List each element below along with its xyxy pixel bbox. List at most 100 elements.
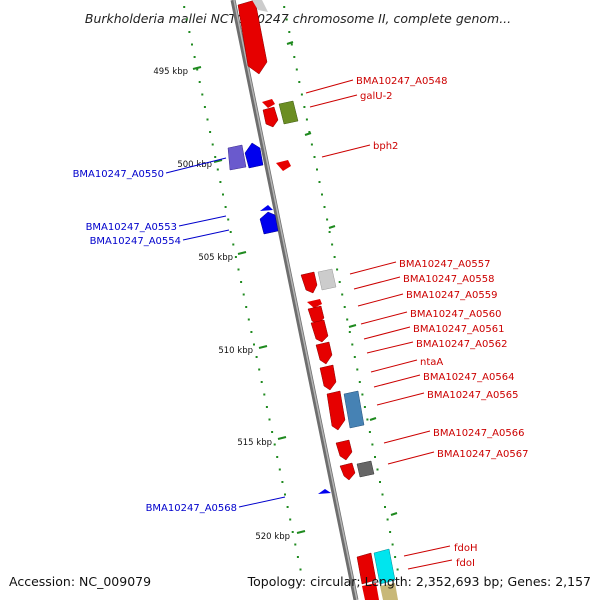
scale-dot xyxy=(237,268,240,271)
scale-dot xyxy=(381,493,384,496)
scale-tick-label: 510 kbp xyxy=(218,346,253,356)
gene-label[interactable]: BMA10247_A0566 xyxy=(433,428,524,439)
scale-dot xyxy=(242,293,245,296)
scale-dot xyxy=(258,368,261,371)
gene-label[interactable]: BMA10247_A0554 xyxy=(90,236,181,247)
genome-backbone xyxy=(230,0,359,600)
gene-feature-grey[interactable] xyxy=(317,268,337,291)
inner-track-marks xyxy=(286,41,398,516)
gene-feature-forward[interactable] xyxy=(262,99,275,108)
reverse-genes xyxy=(227,142,331,494)
gene-feature-forward[interactable] xyxy=(315,341,333,365)
scale-tick-label: 515 kbp xyxy=(237,438,272,448)
scale-dot xyxy=(310,143,313,146)
scale-dot xyxy=(255,356,258,358)
gene-feature-reverse[interactable] xyxy=(244,142,264,169)
gene-label[interactable]: BMA10247_A0568 xyxy=(146,503,237,514)
gene-label[interactable]: galU-2 xyxy=(360,91,393,102)
gene-label[interactable]: fdoH xyxy=(454,543,478,554)
gene-label[interactable]: BMA10247_A0560 xyxy=(410,309,501,320)
gene-label[interactable]: fdoI xyxy=(456,558,475,569)
scale-dot xyxy=(245,306,248,308)
scale-tick-mark xyxy=(213,159,223,163)
scale-dot xyxy=(209,131,212,133)
gene-feature-cyan[interactable] xyxy=(373,548,396,585)
scale-dot xyxy=(289,518,292,521)
scale-tick-label: 495 kbp xyxy=(153,67,188,77)
scale-dot xyxy=(198,81,201,83)
scale-dot xyxy=(331,243,334,246)
scale-dot xyxy=(203,106,206,108)
gene-feature-blue[interactable] xyxy=(343,390,365,429)
gene-feature-galU[interactable] xyxy=(278,100,299,125)
gene-feature-forward[interactable] xyxy=(310,319,329,343)
gene-label[interactable]: bph2 xyxy=(373,141,398,152)
scale-dot xyxy=(291,531,294,533)
gene-label[interactable]: BMA10247_A0559 xyxy=(406,290,497,301)
gene-label[interactable]: BMA10247_A0561 xyxy=(413,324,504,335)
gene-feature-reverse[interactable] xyxy=(227,144,247,171)
gene-label[interactable]: BMA10247_A0553 xyxy=(86,222,177,233)
gene-feature-forward[interactable] xyxy=(262,106,279,128)
scale-dot xyxy=(366,418,369,421)
scale-dot xyxy=(188,31,191,33)
scale-dot xyxy=(313,156,316,158)
scale-dot xyxy=(379,481,381,483)
scale-tick-label: 520 kbp xyxy=(255,532,290,542)
scale-dot xyxy=(191,43,193,46)
scale-dot xyxy=(227,218,230,221)
scale-tick-label: 500 kbp xyxy=(177,160,212,170)
gene-label[interactable]: BMA10247_A0558 xyxy=(403,274,494,285)
scale-dot xyxy=(316,168,318,171)
scale-dot xyxy=(326,218,329,221)
gene-feature-forward[interactable] xyxy=(319,364,337,391)
gene-label[interactable]: BMA10247_A0565 xyxy=(427,390,518,401)
scale-dot xyxy=(286,506,289,508)
gene-feature-forward[interactable] xyxy=(335,439,353,461)
gene-feature-dark[interactable] xyxy=(356,460,375,478)
scale-dot xyxy=(305,118,308,121)
scale-dot xyxy=(389,531,392,533)
gene-label[interactable]: BMA10247_A0550 xyxy=(73,169,164,180)
gene-feature-reverse[interactable] xyxy=(260,205,273,211)
gene-feature-forward[interactable] xyxy=(276,160,291,171)
scale-dot xyxy=(298,81,301,83)
scale-dot xyxy=(318,181,321,183)
scale-dot xyxy=(260,381,263,383)
gene-feature-tan[interactable] xyxy=(380,583,398,600)
scale-dot xyxy=(193,56,196,58)
scale-dot xyxy=(214,156,217,158)
gene-feature-reverse[interactable] xyxy=(259,211,279,235)
gene-label[interactable]: BMA10247_A0557 xyxy=(399,259,490,270)
gene-feature-forward[interactable] xyxy=(356,552,377,585)
scale-tick-mark xyxy=(296,530,306,534)
gene-label[interactable]: BMA10247_A0562 xyxy=(416,339,507,350)
gene-feature-forward[interactable] xyxy=(362,583,379,600)
scale-dot xyxy=(328,231,331,233)
gene-label[interactable]: ntaA xyxy=(420,357,443,368)
scale-tick-mark xyxy=(192,66,202,70)
gene-label[interactable]: BMA10247_A0548 xyxy=(356,76,447,87)
gene-feature-forward[interactable] xyxy=(300,271,318,294)
scale-dot xyxy=(285,18,288,21)
gene-label[interactable]: BMA10247_A0567 xyxy=(437,449,528,460)
scale-dot xyxy=(295,68,298,71)
forward-label-group: BMA10247_A0548 galU-2 bph2 BMA10247_A055… xyxy=(305,76,528,570)
scale-dot xyxy=(356,368,359,371)
scale-dot xyxy=(368,431,371,433)
gene-label[interactable]: BMA10247_A0564 xyxy=(423,372,514,383)
gene-feature-forward[interactable] xyxy=(326,390,346,431)
gene-feature-forward[interactable] xyxy=(339,462,356,481)
scale-dot xyxy=(361,393,364,396)
gene-feature-forward[interactable] xyxy=(237,0,268,75)
scale-dot xyxy=(253,343,255,346)
gene-feature-grey[interactable] xyxy=(252,0,268,12)
scale-dot xyxy=(348,331,351,333)
gene-feature-reverse[interactable] xyxy=(318,489,331,494)
gene-feature-forward[interactable] xyxy=(307,299,322,308)
scale-tick-mark xyxy=(258,345,268,349)
scale-dot xyxy=(336,268,339,271)
scale-dot xyxy=(376,468,379,471)
scale-dot xyxy=(343,306,346,308)
